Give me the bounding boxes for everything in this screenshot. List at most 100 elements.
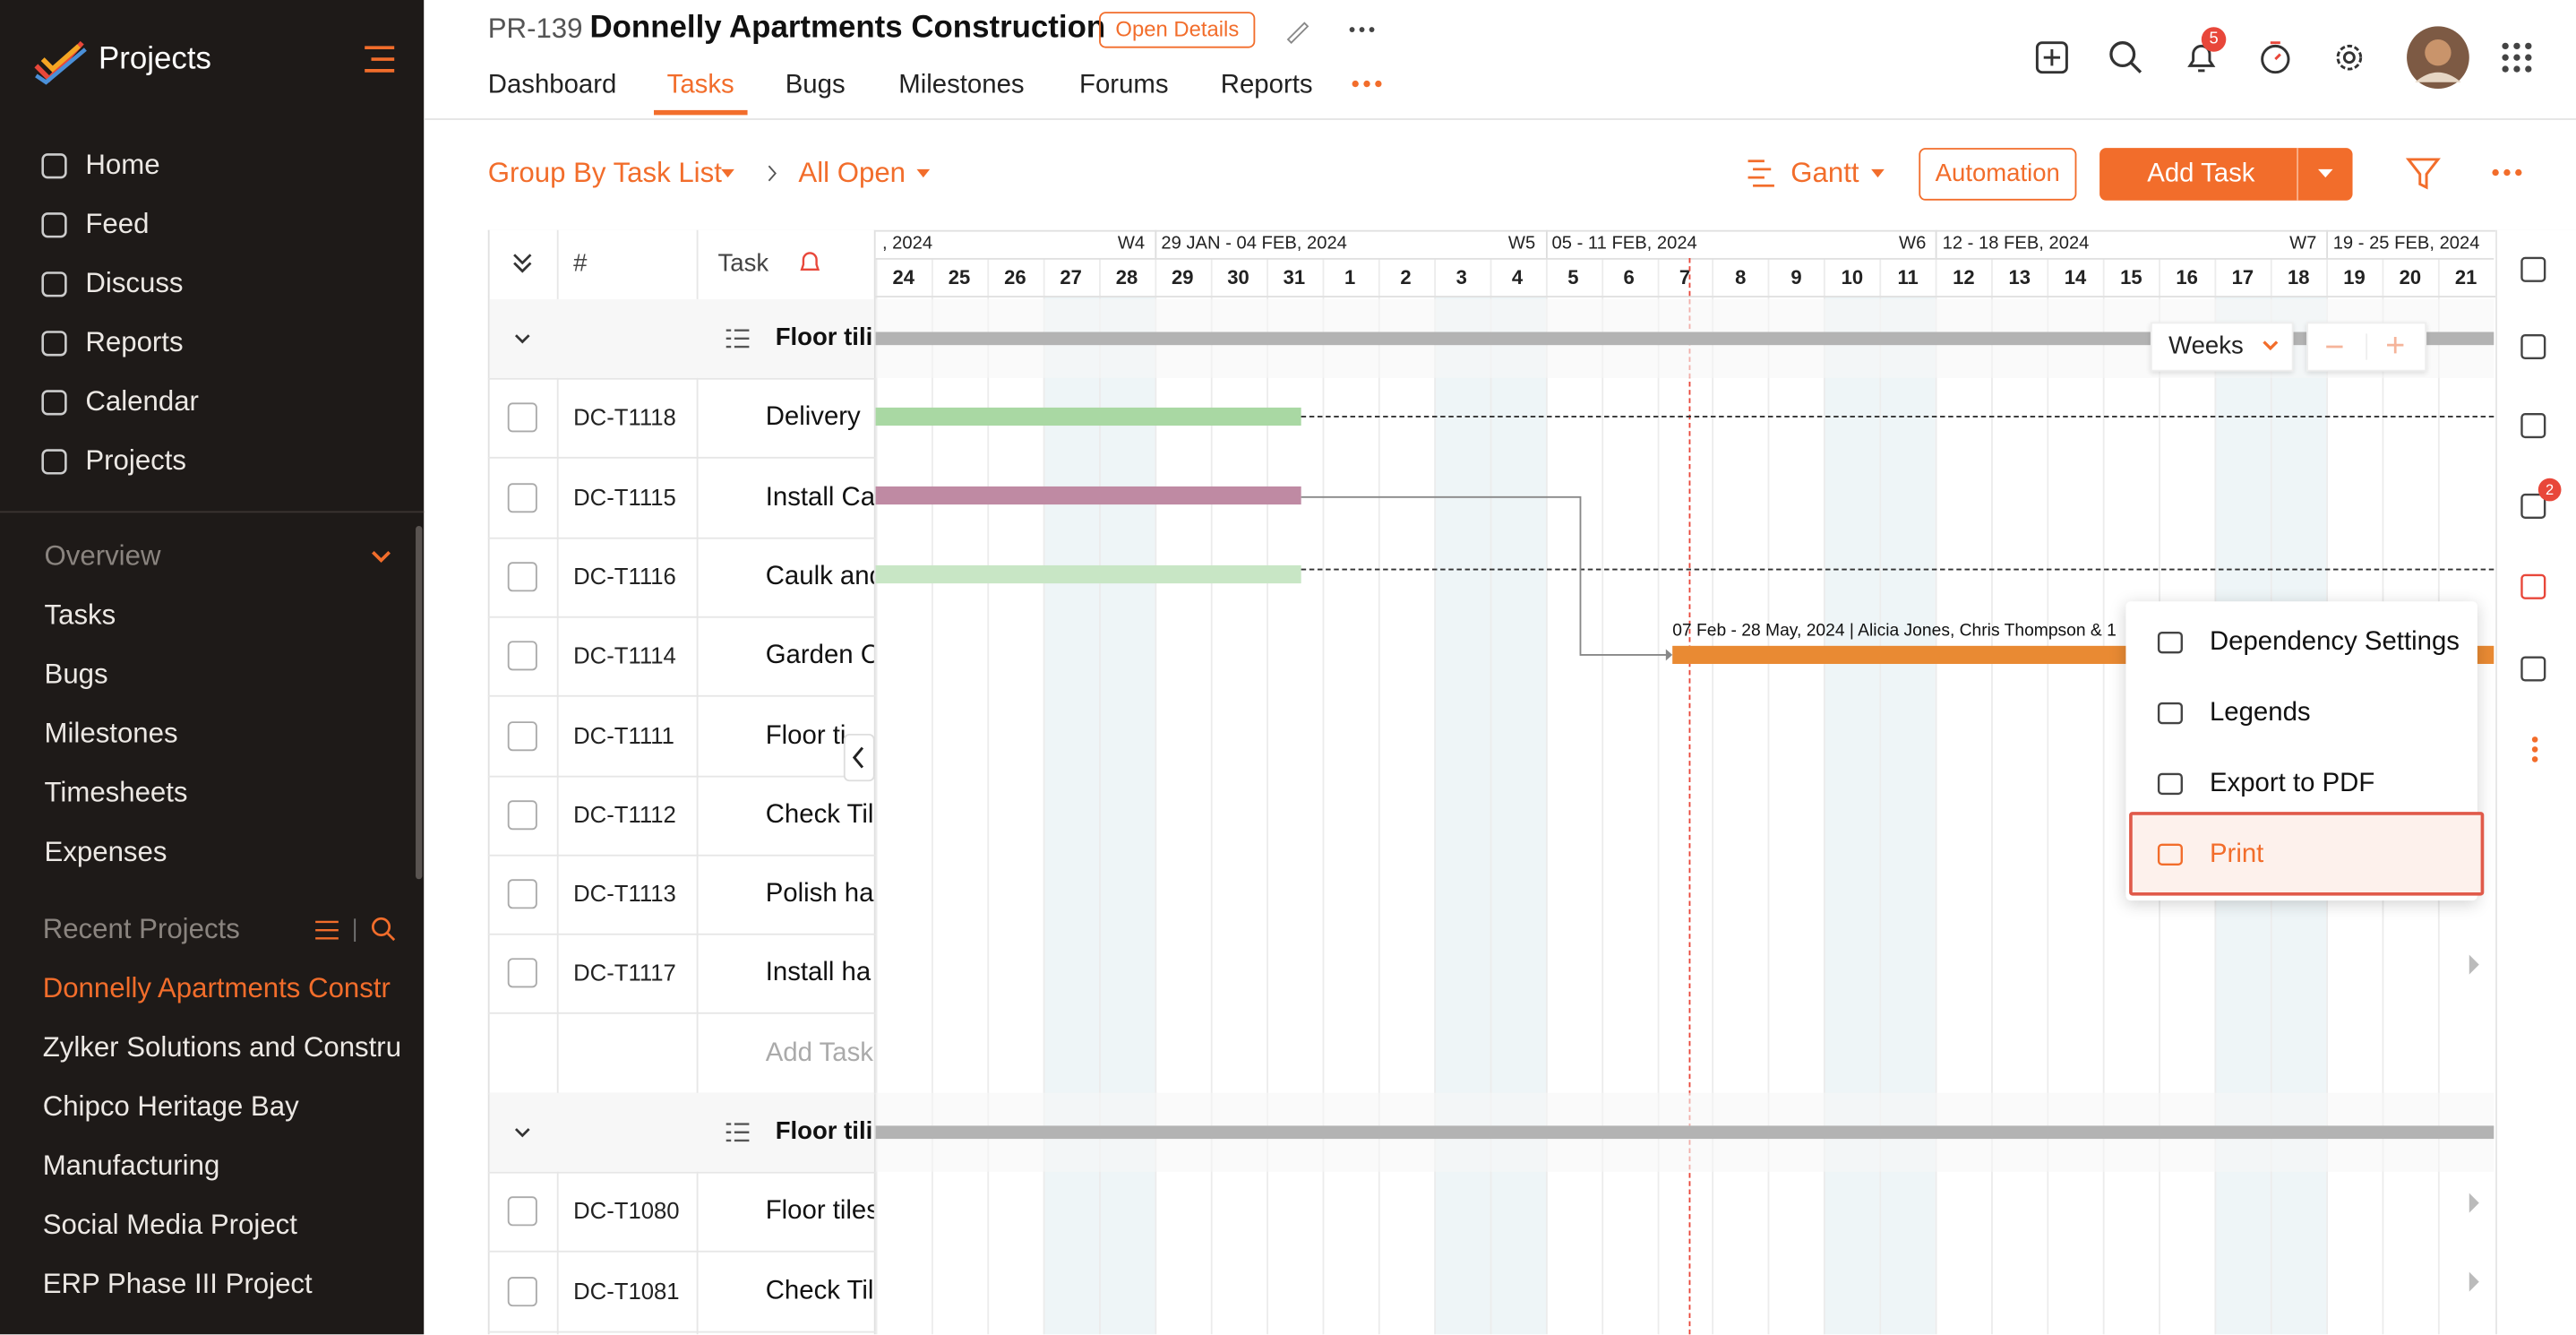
- nav-tab[interactable]: Bugs: [785, 71, 846, 99]
- task-bar[interactable]: [875, 564, 1301, 584]
- task-name[interactable]: Garden C: [765, 642, 874, 670]
- rail-icon[interactable]: [2520, 412, 2546, 439]
- nav-item[interactable]: Reports: [85, 326, 184, 358]
- nav-icon: [41, 153, 67, 179]
- edit-icon[interactable]: [1284, 16, 1310, 44]
- caret: [721, 168, 734, 178]
- menu-item[interactable]: Dependency Settings: [2209, 628, 2460, 657]
- row-checkbox[interactable]: [507, 959, 537, 989]
- task-name[interactable]: Check Til: [765, 800, 874, 829]
- day-label: 31: [1283, 265, 1306, 289]
- dependency-line: [1301, 568, 2494, 571]
- group-bar: [875, 1125, 2494, 1140]
- row-checkbox[interactable]: [507, 402, 537, 433]
- task-name[interactable]: Install Ca: [765, 483, 874, 512]
- filter-dropdown[interactable]: All Open: [798, 157, 906, 189]
- collapse-all[interactable]: [512, 253, 532, 273]
- overview-item[interactable]: Expenses: [44, 836, 167, 868]
- menu-item[interactable]: Print: [2209, 840, 2264, 869]
- recent-project[interactable]: Social Media Project: [42, 1209, 297, 1241]
- nav-item[interactable]: Feed: [85, 208, 150, 240]
- day-divider: [1601, 257, 1603, 1335]
- apps-icon[interactable]: [2502, 42, 2532, 73]
- menu-toggle[interactable]: [365, 46, 398, 73]
- nav-tab[interactable]: Tasks: [666, 71, 734, 99]
- task-id: DC-T1112: [573, 800, 676, 828]
- settings-icon[interactable]: [2333, 41, 2366, 74]
- nav-tab[interactable]: Reports: [1220, 71, 1313, 99]
- nav-item[interactable]: Projects: [85, 444, 187, 477]
- recent-project[interactable]: Manufacturing: [42, 1150, 220, 1182]
- row-checkbox[interactable]: [507, 641, 537, 671]
- recent-project[interactable]: ERP Phase III Project: [42, 1268, 313, 1300]
- avatar[interactable]: [2407, 26, 2469, 90]
- overview-item[interactable]: Bugs: [44, 659, 108, 690]
- nav-item[interactable]: Home: [85, 149, 160, 181]
- row-border: [487, 457, 876, 460]
- group-toggle[interactable]: [514, 333, 530, 344]
- row-checkbox[interactable]: [507, 1196, 537, 1227]
- task-name[interactable]: Floor ti: [765, 721, 846, 750]
- automation-button[interactable]: Automation: [1919, 148, 2077, 201]
- row-checkbox[interactable]: [507, 1276, 537, 1306]
- rail-icon[interactable]: [2520, 493, 2546, 519]
- more-tabs[interactable]: [1352, 80, 1382, 88]
- row-checkbox[interactable]: [507, 482, 537, 512]
- add-icon[interactable]: [2035, 41, 2069, 74]
- group-bar: [875, 332, 2494, 346]
- more-icon[interactable]: [1349, 26, 1375, 32]
- row-checkbox[interactable]: [507, 799, 537, 830]
- task-bar[interactable]: [875, 407, 1301, 426]
- group-toggle[interactable]: [514, 1127, 530, 1138]
- rail-icon[interactable]: [2520, 573, 2546, 599]
- open-details-button[interactable]: Open Details: [1099, 12, 1256, 47]
- day-label: 30: [1227, 265, 1249, 289]
- task-name[interactable]: Floor tiles: [765, 1197, 874, 1226]
- menu-item[interactable]: Legends: [2209, 699, 2311, 728]
- add-task-button[interactable]: [2099, 148, 2353, 201]
- filter-icon[interactable]: [2405, 158, 2441, 191]
- view-dropdown[interactable]: Gantt: [1790, 157, 1859, 189]
- zoom-out[interactable]: [2326, 345, 2343, 349]
- row-checkbox[interactable]: [507, 562, 537, 592]
- nav-item[interactable]: Discuss: [85, 267, 184, 299]
- task-bar[interactable]: [875, 486, 1301, 505]
- section-chevron[interactable]: [372, 550, 391, 564]
- nav-tab[interactable]: Dashboard: [487, 71, 617, 99]
- nav-item[interactable]: Calendar: [85, 385, 199, 418]
- task-name[interactable]: Delivery: [765, 403, 861, 432]
- rail-more[interactable]: [2531, 736, 2538, 762]
- overview-item[interactable]: Timesheets: [44, 777, 188, 809]
- recent-project[interactable]: Zylker Solutions and Constru: [42, 1031, 402, 1064]
- day-divider: [1378, 257, 1380, 1335]
- zoom-in[interactable]: [2387, 337, 2404, 354]
- nav-icon: [41, 449, 67, 475]
- day-label: 26: [1004, 265, 1026, 289]
- row-checkbox[interactable]: [507, 720, 537, 751]
- group-name: Floor tili: [775, 323, 873, 352]
- recent-project[interactable]: Donnelly Apartments Constr: [42, 972, 391, 1004]
- recent-icons[interactable]: [315, 917, 400, 943]
- task-name[interactable]: Caulk and: [765, 562, 874, 591]
- add-task-row[interactable]: Add Task: [765, 1038, 873, 1067]
- overview-item[interactable]: Milestones: [44, 718, 178, 750]
- timer-icon[interactable]: [2259, 41, 2292, 74]
- group-by-dropdown[interactable]: Group By Task List: [487, 157, 722, 189]
- more-icon[interactable]: [2492, 168, 2522, 177]
- overview-item[interactable]: Tasks: [44, 599, 116, 631]
- nav-tab[interactable]: Milestones: [898, 71, 1025, 99]
- week-range: 19 - 25 FEB, 2024: [2332, 234, 2480, 254]
- menu-item[interactable]: Export to PDF: [2209, 770, 2375, 798]
- day-label: 24: [892, 265, 914, 289]
- recent-project[interactable]: Chipco Heritage Bay: [42, 1090, 299, 1123]
- task-name[interactable]: Install ha: [765, 959, 872, 987]
- task-name[interactable]: Polish ha: [765, 880, 874, 909]
- search-icon[interactable]: [2109, 41, 2142, 74]
- rail-icon[interactable]: [2520, 656, 2546, 682]
- rail-icon[interactable]: [2520, 333, 2546, 360]
- task-name[interactable]: Check Til: [765, 1277, 874, 1305]
- nav-tab[interactable]: Forums: [1079, 71, 1169, 99]
- row-checkbox[interactable]: [507, 879, 537, 909]
- rail-icon[interactable]: [2520, 256, 2546, 282]
- panel-collapse[interactable]: [843, 733, 875, 782]
